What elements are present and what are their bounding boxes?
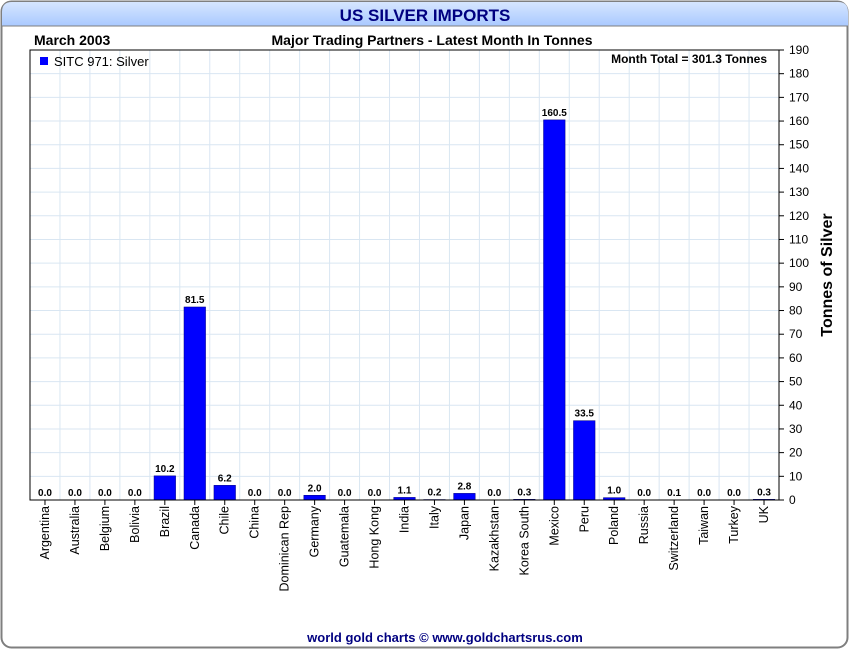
bar-chile: [213, 485, 236, 501]
x-tick-label: Poland: [607, 506, 621, 545]
x-tick-label: Bolivia: [128, 506, 142, 543]
y-tick-label: 140: [789, 161, 809, 175]
x-tick-label: India: [398, 506, 412, 533]
x-tick-label: China: [248, 506, 262, 539]
y-tick-label: 70: [789, 327, 803, 341]
x-tick-label: Guatemala: [338, 506, 352, 567]
footer-credit: world gold charts © www.goldchartsrus.co…: [306, 630, 583, 645]
y-tick-label: 100: [789, 256, 809, 270]
x-tick-label: Switzerland: [667, 506, 681, 571]
y-tick-label: 0: [789, 493, 796, 507]
x-tick-label: Italy: [427, 505, 441, 529]
bar-peru: [573, 420, 596, 501]
value-label: 0.0: [38, 488, 52, 499]
y-tick-label: 120: [789, 209, 809, 223]
value-label: 160.5: [542, 108, 567, 119]
x-tick-label: Japan: [457, 506, 471, 540]
value-label: 0.0: [338, 488, 352, 499]
x-tick-label: UK: [757, 505, 771, 523]
y-tick-label: 170: [789, 90, 809, 104]
chart-subtitle: Major Trading Partners - Latest Month In…: [272, 32, 593, 48]
x-tick-label: Belgium: [98, 506, 112, 551]
y-axis-label: Tonnes of Silver: [819, 213, 836, 336]
x-tick-label: Chile: [218, 506, 232, 535]
legend-swatch: [40, 57, 48, 65]
value-label: 0.1: [667, 488, 681, 499]
x-tick-label: Dominican Rep: [278, 506, 292, 592]
value-label: 0.3: [517, 487, 531, 498]
value-label: 33.5: [575, 409, 595, 420]
chart-period: March 2003: [34, 32, 110, 48]
value-label: 0.0: [68, 488, 82, 499]
x-tick-label: Taiwan: [697, 506, 711, 545]
y-tick-label: 190: [789, 43, 809, 57]
bar-brazil: [153, 475, 176, 501]
y-tick-label: 30: [789, 422, 803, 436]
legend-label: SITC 971: Silver: [54, 54, 149, 69]
y-tick-label: 10: [789, 469, 803, 483]
x-tick-label: Kazakhstan: [487, 506, 501, 571]
value-label: 6.2: [218, 473, 232, 484]
value-label: 0.3: [757, 487, 771, 498]
x-tick-label: Brazil: [158, 506, 172, 537]
y-tick-label: 60: [789, 351, 803, 365]
x-axis: Argentina Australia Belgium Bolivia Brazil Ca…: [38, 500, 771, 591]
value-labels: 0.0 0.0 0.0 0.0 10.2 81.5 6.2 0.0 0.0 2.0 0.0 0.0 1.…: [38, 108, 771, 499]
x-tick-label: Argentina: [38, 506, 52, 560]
y-tick-label: 150: [789, 138, 809, 152]
x-tick-label: Australia: [68, 506, 82, 555]
value-label: 0.0: [368, 488, 382, 499]
x-tick-label: Mexico: [547, 506, 561, 546]
plot-area: [30, 50, 779, 500]
y-tick-label: 80: [789, 304, 803, 318]
chart-title: US SILVER IMPORTS: [340, 6, 511, 25]
bar-canada: [183, 306, 206, 501]
y-tick-label: 180: [789, 67, 809, 81]
value-label: 2.0: [308, 483, 322, 494]
y-tick-label: 130: [789, 185, 809, 199]
x-tick-label: Turkey: [727, 505, 741, 543]
x-tick-label: Russia: [637, 506, 651, 544]
value-label: 0.0: [697, 488, 711, 499]
value-label: 0.0: [278, 488, 292, 499]
grid-lines: [30, 50, 779, 500]
y-tick-label: 90: [789, 280, 803, 294]
value-label: 1.1: [398, 485, 412, 496]
value-label: 0.0: [98, 488, 112, 499]
y-tick-label: 110: [789, 232, 808, 246]
x-tick-label: Germany: [308, 505, 322, 557]
value-label: 0.2: [428, 488, 442, 499]
value-label: 10.2: [155, 464, 175, 475]
x-tick-label: Hong Kong: [368, 506, 382, 569]
value-label: 0.0: [487, 488, 501, 499]
value-label: 0.0: [248, 488, 262, 499]
bar-germany: [303, 495, 326, 501]
y-tick-label: 40: [789, 398, 803, 412]
y-tick-label: 20: [789, 446, 803, 460]
value-label: 0.0: [727, 488, 741, 499]
y-tick-label: 50: [789, 375, 803, 389]
value-label: 1.0: [607, 486, 621, 497]
x-tick-label: Canada: [188, 506, 202, 550]
title-bar: [2, 2, 848, 26]
x-tick-label: Peru: [577, 506, 591, 532]
bar-mexico: [543, 119, 566, 501]
value-label: 2.8: [457, 481, 471, 492]
value-label: 0.0: [637, 488, 651, 499]
x-tick-label: Korea South: [517, 506, 531, 576]
y-tick-label: 160: [789, 114, 809, 128]
value-label: 0.0: [128, 488, 142, 499]
bar-japan: [453, 493, 476, 501]
value-label: 81.5: [185, 295, 205, 306]
y-axis: 0 10 20 30 40 50 60 70 80 90 100 110 120 130 140 150 160…: [779, 43, 809, 507]
month-total: Month Total = 301.3 Tonnes: [611, 52, 767, 66]
